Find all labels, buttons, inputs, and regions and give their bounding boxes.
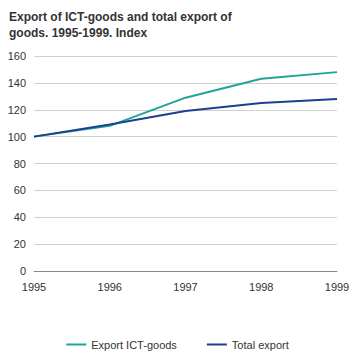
svg-text:40: 40 (14, 211, 26, 223)
svg-text:20: 20 (14, 238, 26, 250)
svg-text:120: 120 (8, 104, 26, 116)
svg-text:goods. 1995-1999. Index: goods. 1995-1999. Index (9, 26, 147, 40)
svg-text:0: 0 (20, 265, 26, 277)
svg-text:100: 100 (8, 131, 26, 143)
svg-text:160: 160 (8, 50, 26, 62)
svg-text:1996: 1996 (98, 281, 122, 293)
svg-text:Total export: Total export (232, 339, 289, 351)
svg-text:Export of ICT-goods and total: Export of ICT-goods and total export of (9, 10, 235, 24)
svg-text:1999: 1999 (325, 281, 349, 293)
svg-text:60: 60 (14, 184, 26, 196)
svg-text:1998: 1998 (249, 281, 273, 293)
svg-text:1997: 1997 (173, 281, 197, 293)
svg-text:140: 140 (8, 77, 26, 89)
svg-text:Export ICT-goods: Export ICT-goods (91, 339, 177, 351)
svg-text:80: 80 (14, 158, 26, 170)
svg-text:1995: 1995 (22, 281, 46, 293)
